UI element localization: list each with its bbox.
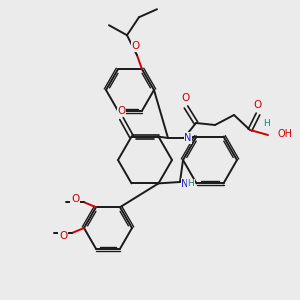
Text: N: N xyxy=(181,179,189,189)
Text: H: H xyxy=(188,179,194,188)
Text: N: N xyxy=(184,133,192,143)
Text: O: O xyxy=(59,231,67,241)
Text: O: O xyxy=(132,41,140,51)
Text: O: O xyxy=(117,106,126,116)
Text: OH: OH xyxy=(277,129,292,139)
Text: O: O xyxy=(254,100,262,110)
Text: H: H xyxy=(262,118,269,127)
Text: O: O xyxy=(181,93,189,103)
Text: O: O xyxy=(71,194,79,204)
